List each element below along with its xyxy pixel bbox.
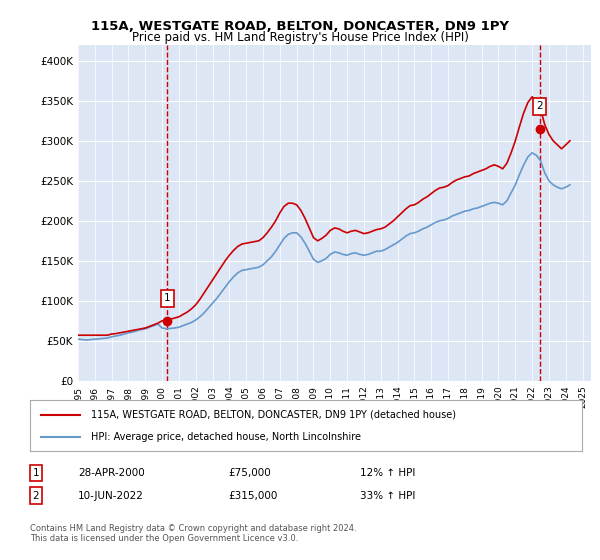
Text: 1: 1 bbox=[164, 293, 171, 304]
Text: 2: 2 bbox=[32, 491, 40, 501]
Text: 28-APR-2000: 28-APR-2000 bbox=[78, 468, 145, 478]
Text: 2: 2 bbox=[536, 101, 543, 111]
Text: 115A, WESTGATE ROAD, BELTON, DONCASTER, DN9 1PY (detached house): 115A, WESTGATE ROAD, BELTON, DONCASTER, … bbox=[91, 409, 456, 419]
Text: 1: 1 bbox=[32, 468, 40, 478]
Text: £315,000: £315,000 bbox=[228, 491, 277, 501]
Text: £75,000: £75,000 bbox=[228, 468, 271, 478]
Text: Price paid vs. HM Land Registry's House Price Index (HPI): Price paid vs. HM Land Registry's House … bbox=[131, 31, 469, 44]
Text: 10-JUN-2022: 10-JUN-2022 bbox=[78, 491, 144, 501]
Text: HPI: Average price, detached house, North Lincolnshire: HPI: Average price, detached house, Nort… bbox=[91, 432, 361, 442]
Text: Contains HM Land Registry data © Crown copyright and database right 2024.
This d: Contains HM Land Registry data © Crown c… bbox=[30, 524, 356, 543]
Text: 115A, WESTGATE ROAD, BELTON, DONCASTER, DN9 1PY: 115A, WESTGATE ROAD, BELTON, DONCASTER, … bbox=[91, 20, 509, 32]
Text: 33% ↑ HPI: 33% ↑ HPI bbox=[360, 491, 415, 501]
Text: 12% ↑ HPI: 12% ↑ HPI bbox=[360, 468, 415, 478]
